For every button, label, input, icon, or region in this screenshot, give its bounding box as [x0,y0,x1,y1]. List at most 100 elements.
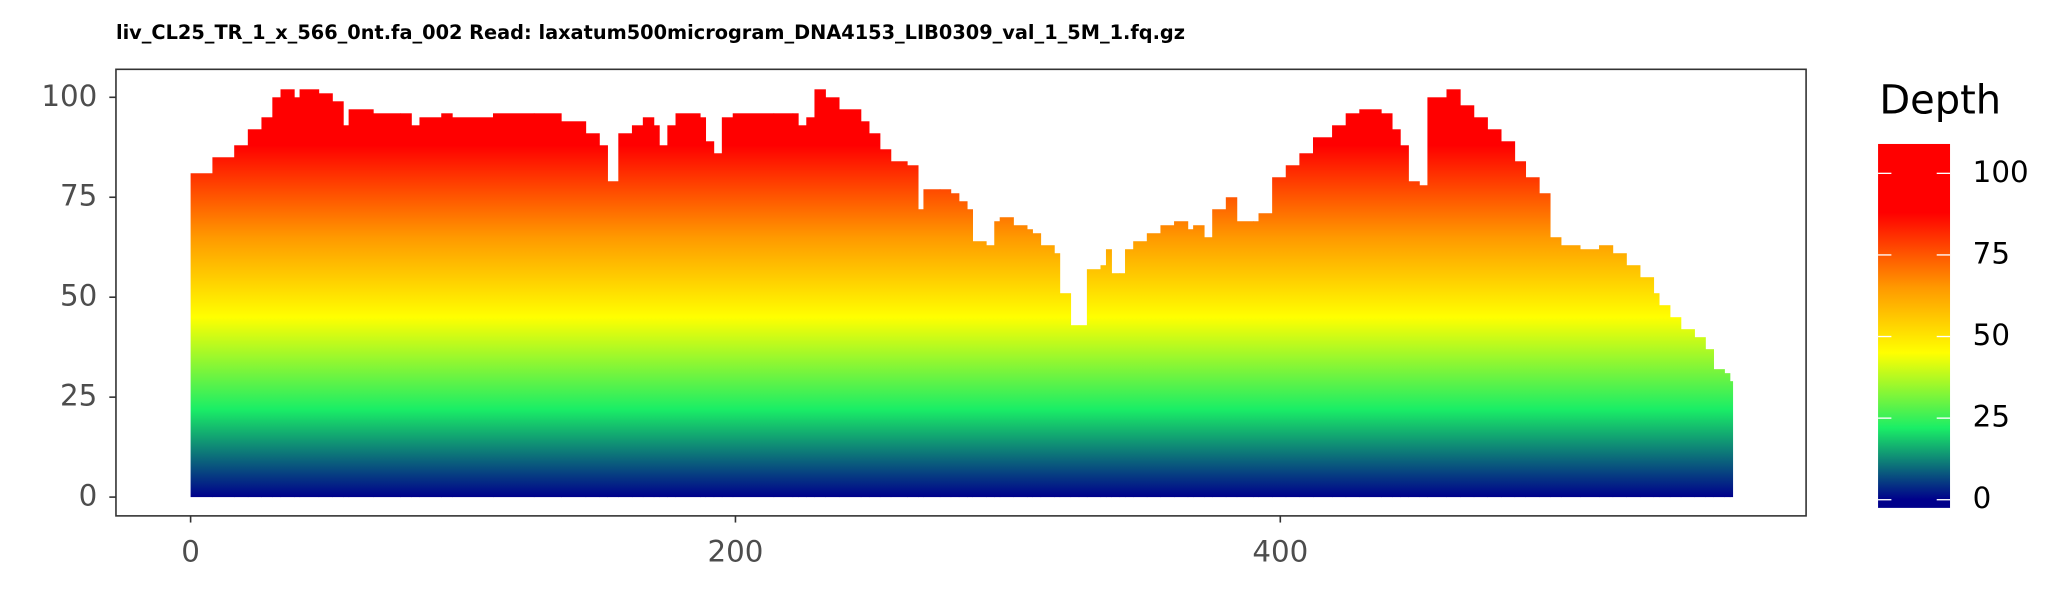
depth-step [631,125,644,498]
depth-step [667,125,677,498]
depth-step [675,113,701,498]
depth-step [1669,317,1682,498]
depth-step [806,117,815,498]
depth-step [923,189,941,498]
depth-step [1253,221,1260,498]
depth-step [700,117,707,498]
depth-step [1419,185,1428,498]
depth-step [261,117,273,498]
depth-step [1427,97,1448,498]
depth-step [1160,225,1175,498]
depth-step [986,245,995,498]
depth-step [958,201,968,498]
y-tick-label: 0 [79,479,98,513]
depth-step [1694,337,1706,498]
depth-step [939,189,952,498]
depth-step [798,125,807,498]
legend-title: Depth [1879,78,2001,124]
depth-step [1680,329,1695,498]
colorbar-label: 50 [1973,318,2010,352]
depth-step [1705,349,1714,498]
depth-step [400,113,412,498]
depth-step [618,133,633,498]
depth-step [1100,265,1107,498]
depth-step [967,209,973,498]
depth-step [343,125,350,498]
depth-step [1560,245,1581,498]
depth-step [1040,245,1055,498]
depth-step [190,173,213,498]
depth-step [999,217,1014,498]
depth-step [825,97,840,498]
depth-step [1579,249,1600,498]
depth-step [994,221,1001,498]
depth-step [1111,273,1121,498]
depth-step [814,89,826,498]
depth-step [1612,253,1627,498]
depth-step [299,89,320,498]
x-tick-label: 400 [1252,535,1308,569]
depth-step [1400,145,1409,498]
depth-step [1473,117,1488,498]
depth-step [1105,249,1112,498]
depth-step [1078,325,1088,498]
depth-step [280,89,295,498]
x-tick-label: 200 [707,535,763,569]
depth-step [1500,141,1516,498]
depth-step [1391,129,1401,498]
depth-step [1272,177,1287,498]
depth-step [879,149,892,498]
y-tick-label: 50 [60,279,97,313]
depth-step [1487,129,1502,498]
depth-step [1187,229,1194,498]
depth-step [1408,181,1420,498]
depth-step [653,125,660,498]
x-tick-label: 0 [181,535,200,569]
depth-step [452,117,494,498]
depth-step [294,97,301,498]
depth-step [441,113,453,498]
depth-step [1013,225,1028,498]
depth-step [950,193,960,498]
chart-title: liv_CL25_TR_1_x_566_0nt.fa_002 Read: lax… [116,21,1185,44]
colorbar-label: 25 [1973,400,2010,434]
depth-step [318,93,333,498]
depth-step [792,113,799,498]
depth-step [348,109,374,498]
depth-step [1550,237,1562,498]
depth-step [607,181,619,498]
depth-step [713,153,723,498]
depth-step [1599,245,1614,498]
depth-step [1653,293,1660,498]
depth-step [917,209,924,498]
depth-step [272,97,282,498]
depth-step [1026,229,1033,498]
depth-step [1539,193,1551,498]
depth-step [705,141,715,498]
depth-step [1639,277,1655,498]
y-tick-label: 75 [60,179,97,213]
colorbar-label: 100 [1973,155,2029,189]
depth-step [1212,209,1227,498]
depth-step [1514,161,1527,498]
depth-step [1086,269,1102,498]
panel-border [115,68,1807,517]
depth-step [1729,381,1734,498]
depth-step [1146,233,1161,498]
depth-step [1525,177,1540,498]
depth-step [1312,137,1333,498]
depth-step [1236,221,1254,498]
depth-step [561,121,587,498]
depth-step [1193,225,1205,498]
depth-step [1125,249,1134,498]
depth-step [1059,293,1072,498]
depth-step [1133,241,1148,498]
depth-step [732,113,775,498]
depth-step [1359,109,1382,498]
depth-step [533,113,562,498]
colorbar-label: 0 [1973,481,1992,515]
depth-step [373,113,401,498]
depth-step [1258,213,1273,498]
depth-step [1332,125,1347,498]
